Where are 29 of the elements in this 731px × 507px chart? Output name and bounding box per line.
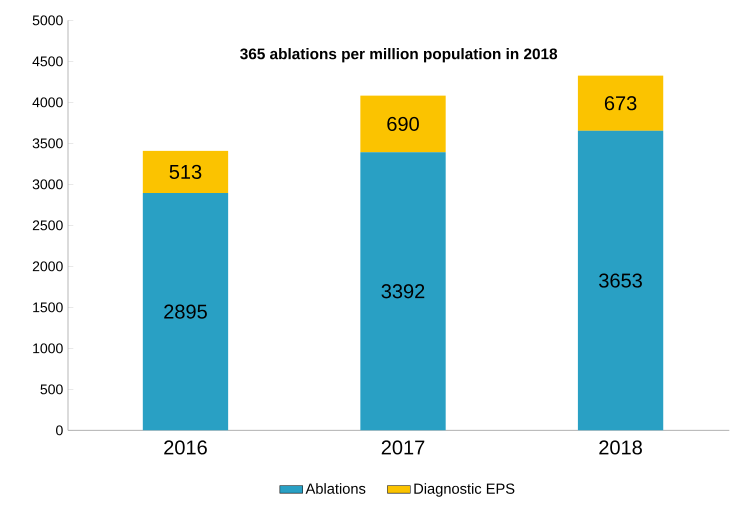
x-tick-label: 2017 — [382, 440, 424, 455]
bar — [578, 130, 664, 430]
bar — [360, 152, 446, 430]
data-label: 513 — [170, 164, 202, 179]
bar — [360, 96, 446, 152]
data-label: 3392 — [382, 284, 424, 298]
y-tick-label: 500 — [40, 384, 63, 394]
y-tick-label: 2500 — [32, 220, 63, 230]
y-tick-label: 1000 — [33, 343, 63, 354]
bar — [578, 76, 664, 131]
y-tick-label: 5000 — [32, 15, 63, 26]
data-label: 690 — [387, 116, 419, 131]
bar — [142, 192, 228, 430]
x-tick-label: 2016 — [164, 440, 207, 455]
y-tick-label: 4500 — [32, 56, 63, 66]
data-label: 2895 — [164, 304, 207, 319]
text: 365 ablations per million population in 2018 — [240, 48, 558, 62]
y-tick-label: 3000 — [32, 179, 63, 190]
y-tick-label: 3500 — [32, 138, 63, 148]
y-tick-label: 1500 — [33, 302, 63, 312]
y-tick-label: 2000 — [32, 261, 63, 272]
data-label: 673 — [604, 96, 636, 110]
data-label: 3653 — [599, 273, 642, 288]
bar — [142, 150, 228, 193]
y-tick-label: 4000 — [32, 97, 63, 108]
legend-label: Ablations — [306, 483, 366, 494]
x-tick-label: 2018 — [599, 440, 642, 455]
y-tick-label: 0 — [56, 425, 63, 436]
legend-label: Diagnostic EPS — [414, 483, 514, 497]
